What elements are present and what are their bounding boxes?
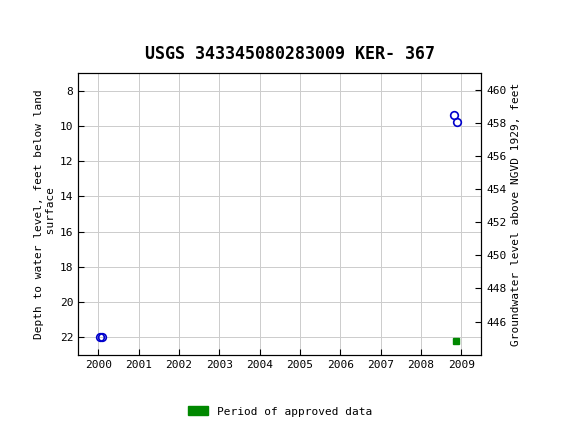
Y-axis label: Groundwater level above NGVD 1929, feet: Groundwater level above NGVD 1929, feet [510, 82, 521, 346]
Text: USGS 343345080283009 KER- 367: USGS 343345080283009 KER- 367 [145, 45, 435, 63]
Y-axis label: Depth to water level, feet below land
 surface: Depth to water level, feet below land su… [34, 89, 56, 339]
Legend: Period of approved data: Period of approved data [183, 402, 376, 421]
Text: ≡USGS: ≡USGS [12, 11, 66, 29]
